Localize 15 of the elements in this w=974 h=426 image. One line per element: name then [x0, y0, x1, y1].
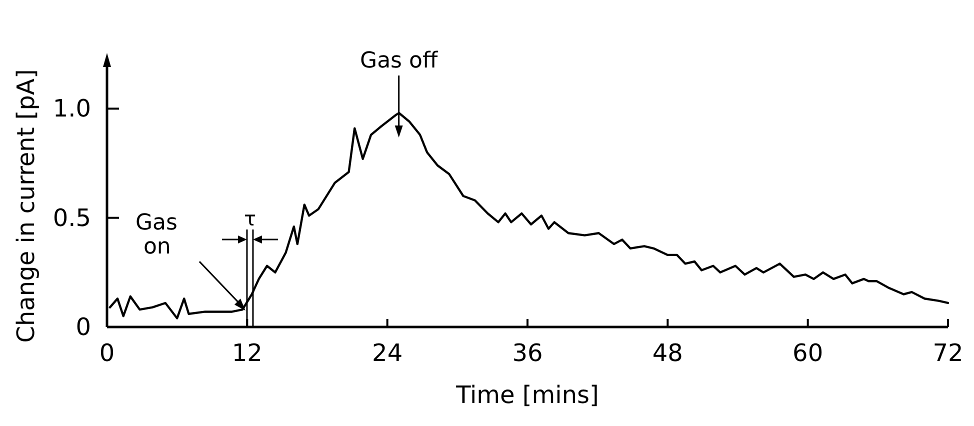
- annotation: Gas on: [135, 210, 178, 260]
- y-tick-label: 0.5: [52, 204, 91, 232]
- y-tick-label: 0: [76, 313, 91, 341]
- y-axis-title: Change in current [pA]: [12, 69, 40, 343]
- annotation: Gas off: [360, 48, 438, 74]
- x-axis-title: Time [mins]: [455, 381, 599, 409]
- x-tick-label: 36: [512, 339, 543, 367]
- x-tick-label: 24: [372, 339, 403, 367]
- annotation: τ: [244, 206, 256, 230]
- x-tick-label: 0: [99, 339, 115, 367]
- x-tick-label: 48: [652, 339, 683, 367]
- x-tick-label: 12: [232, 339, 262, 367]
- y-tick-label: 1.0: [52, 94, 91, 123]
- x-tick-label: 72: [932, 339, 964, 367]
- x-tick-label: 60: [792, 339, 824, 367]
